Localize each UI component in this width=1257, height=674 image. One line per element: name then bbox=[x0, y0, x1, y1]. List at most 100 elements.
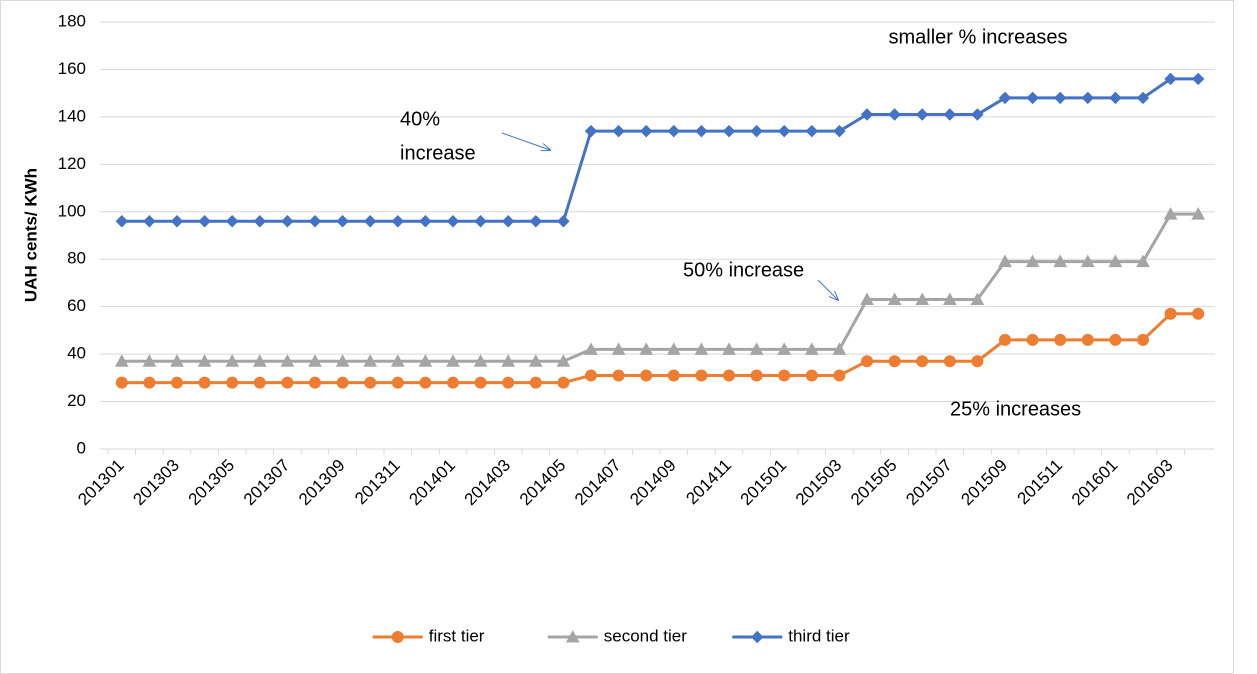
data-point bbox=[171, 376, 183, 389]
data-point bbox=[309, 376, 321, 389]
data-point bbox=[694, 342, 709, 355]
data-point bbox=[501, 215, 515, 228]
legend-label: third tier bbox=[788, 626, 850, 645]
data-point bbox=[695, 124, 708, 138]
data-point bbox=[916, 355, 929, 368]
data-point bbox=[667, 124, 681, 138]
data-point bbox=[253, 376, 266, 389]
data-point bbox=[722, 124, 736, 138]
series-line bbox=[121, 212, 1199, 363]
data-point bbox=[998, 91, 1012, 105]
data-point bbox=[1081, 333, 1094, 346]
data-point bbox=[833, 369, 846, 382]
data-point bbox=[363, 215, 377, 228]
data-point bbox=[474, 376, 487, 389]
data-point bbox=[639, 124, 653, 138]
legend-label: second tier bbox=[604, 626, 687, 645]
data-point bbox=[252, 354, 267, 367]
y-tick-label: 80 bbox=[67, 249, 86, 268]
annotation: smaller % increases bbox=[889, 26, 1068, 48]
data-point bbox=[115, 376, 128, 389]
y-tick-label: 180 bbox=[58, 11, 86, 30]
data-point bbox=[280, 354, 295, 367]
data-point bbox=[419, 215, 432, 228]
data-point bbox=[750, 124, 763, 138]
data-point bbox=[226, 376, 239, 389]
data-point bbox=[584, 124, 598, 138]
data-point bbox=[1164, 307, 1177, 320]
data-point bbox=[749, 342, 764, 355]
legend-label: first tier bbox=[429, 626, 485, 645]
data-point bbox=[777, 342, 792, 355]
annotation: 50% increase bbox=[683, 259, 804, 281]
data-point bbox=[1025, 254, 1040, 268]
data-point bbox=[143, 215, 156, 228]
data-point bbox=[1108, 254, 1123, 268]
data-point bbox=[336, 376, 349, 389]
data-point bbox=[639, 342, 654, 355]
data-point bbox=[281, 215, 294, 228]
data-point bbox=[612, 369, 625, 382]
data-point bbox=[391, 215, 405, 228]
data-point bbox=[225, 215, 239, 228]
data-point bbox=[364, 376, 377, 389]
data-point bbox=[750, 369, 763, 382]
data-point bbox=[778, 369, 791, 382]
data-point bbox=[529, 215, 543, 228]
y-tick-label: 20 bbox=[67, 391, 86, 410]
data-point bbox=[529, 376, 542, 389]
data-point bbox=[888, 108, 901, 121]
data-point bbox=[474, 215, 487, 228]
data-point bbox=[666, 342, 681, 355]
data-point bbox=[281, 376, 294, 389]
data-point bbox=[833, 124, 846, 138]
data-point bbox=[198, 215, 211, 228]
data-point bbox=[197, 354, 212, 367]
annotation: increase bbox=[400, 142, 476, 164]
data-point bbox=[804, 342, 819, 355]
data-point bbox=[1191, 207, 1206, 220]
legend-marker bbox=[391, 631, 404, 643]
data-point bbox=[170, 354, 184, 367]
data-point bbox=[198, 376, 211, 389]
data-point bbox=[1109, 333, 1122, 346]
data-point bbox=[363, 354, 378, 367]
data-point bbox=[1163, 207, 1178, 220]
data-point bbox=[640, 369, 653, 382]
data-point bbox=[943, 355, 956, 368]
data-point bbox=[915, 292, 930, 306]
data-point bbox=[308, 215, 322, 228]
data-point bbox=[860, 108, 874, 121]
data-point bbox=[1192, 307, 1205, 320]
data-point bbox=[114, 354, 129, 367]
data-point bbox=[585, 369, 597, 382]
data-point bbox=[115, 215, 129, 228]
data-point bbox=[971, 355, 984, 368]
data-point bbox=[612, 124, 625, 138]
data-point bbox=[473, 354, 488, 367]
data-point bbox=[970, 292, 985, 306]
data-point bbox=[502, 376, 515, 389]
data-point bbox=[1191, 72, 1205, 86]
annotation: 40% bbox=[400, 108, 440, 130]
data-point bbox=[447, 376, 459, 389]
data-point bbox=[805, 124, 819, 138]
data-point bbox=[253, 215, 267, 228]
data-point bbox=[915, 108, 929, 121]
y-tick-label: 60 bbox=[67, 296, 86, 315]
data-point bbox=[1026, 91, 1039, 105]
data-point bbox=[805, 369, 818, 382]
data-point bbox=[722, 342, 736, 355]
data-point bbox=[998, 254, 1012, 268]
annotation-arrow bbox=[501, 132, 550, 150]
data-point bbox=[419, 376, 432, 389]
data-point bbox=[887, 292, 902, 306]
data-point bbox=[557, 215, 570, 228]
data-point bbox=[390, 354, 405, 367]
data-point bbox=[391, 376, 404, 389]
y-tick-label: 40 bbox=[67, 344, 86, 363]
data-point bbox=[143, 376, 156, 389]
data-point bbox=[942, 292, 957, 306]
